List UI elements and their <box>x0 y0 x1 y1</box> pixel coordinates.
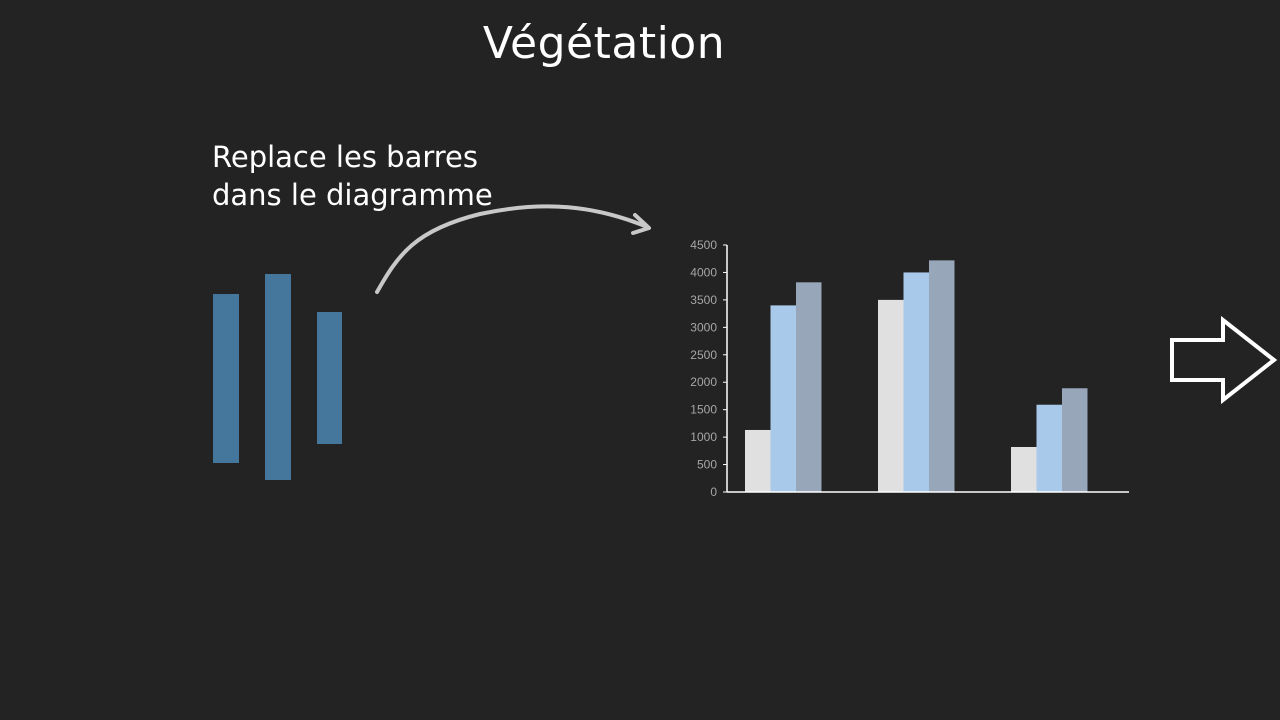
chart-bar-g2-s2 <box>903 272 929 492</box>
chart-bar-g2-s3 <box>929 260 955 492</box>
chart-bar-g3-s3 <box>1062 388 1088 492</box>
chart-bar-g3-s1 <box>1011 446 1037 492</box>
chart-bar-g3-s2 <box>1036 404 1062 492</box>
instruction-line-1: Replace les barres <box>212 140 478 174</box>
chart-bar-g1-s3 <box>796 282 822 492</box>
instruction-text: Replace les barres dans le diagramme <box>212 138 493 214</box>
bar-chart: 0 500 1000 1500 2000 2500 3000 3500 4000 4500 <box>690 238 1129 499</box>
y-tick-label: 3500 <box>690 293 717 307</box>
y-tick-label: 2500 <box>690 348 717 362</box>
draggable-bar-2[interactable] <box>265 274 291 480</box>
draggable-bar-1[interactable] <box>213 294 239 463</box>
y-tick-label: 1500 <box>690 403 717 417</box>
draggable-bar-3[interactable] <box>317 312 342 444</box>
instruction-line-2: dans le diagramme <box>212 178 493 212</box>
y-axis-ticks: 0 500 1000 1500 2000 2500 3000 3500 4000 4500 <box>690 238 727 499</box>
y-tick-label: 2000 <box>690 375 717 389</box>
y-tick-label: 4000 <box>690 265 717 279</box>
y-tick-label: 500 <box>697 458 717 472</box>
y-tick-label: 1000 <box>690 430 717 444</box>
y-tick-label: 0 <box>710 485 717 499</box>
right-arrow-icon[interactable] <box>1166 316 1280 406</box>
y-tick-label: 3000 <box>690 320 717 334</box>
curved-arrow-icon <box>375 204 651 294</box>
y-tick-label: 4500 <box>690 238 717 252</box>
chart-bar-g1-s1 <box>745 429 771 492</box>
chart-bars <box>745 260 1088 492</box>
chart-bar-g1-s2 <box>770 305 796 492</box>
chart-bar-g2-s1 <box>878 299 904 492</box>
page-title: Végétation <box>482 18 726 69</box>
